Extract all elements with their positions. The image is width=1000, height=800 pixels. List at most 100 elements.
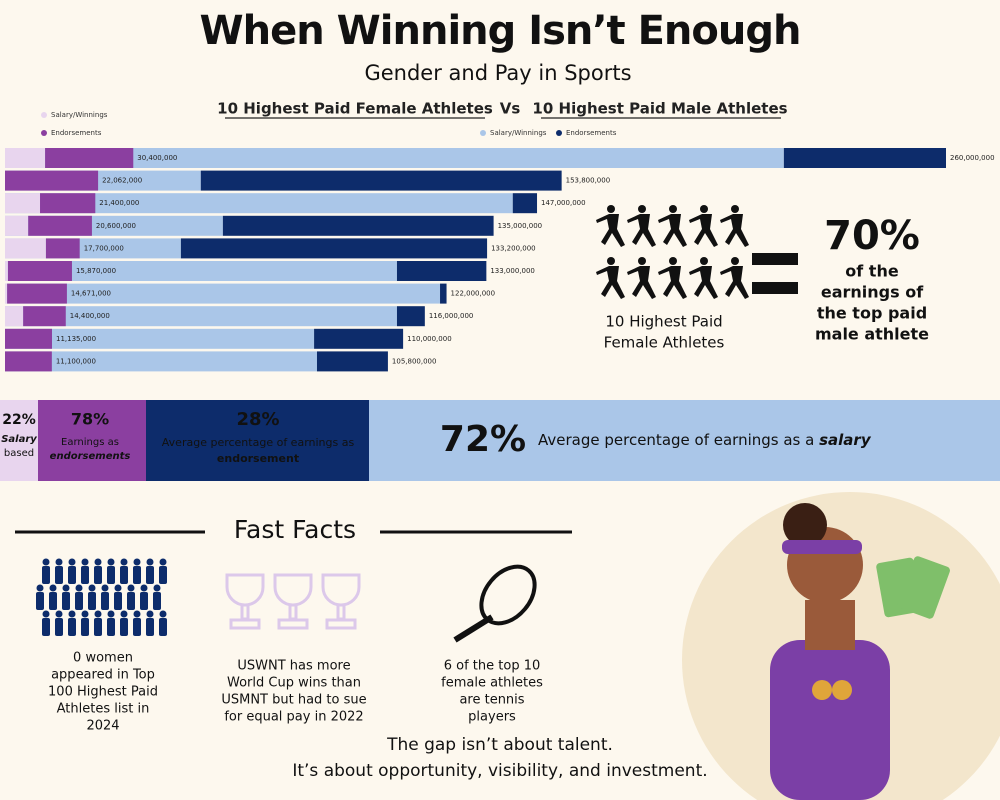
runner-body (720, 214, 749, 247)
runner-body (596, 266, 625, 299)
bar-segment (5, 148, 46, 168)
bar-segment (5, 170, 99, 191)
legend-label: Endorsements (566, 129, 617, 137)
bar-segment (5, 351, 52, 372)
racket-icon (453, 564, 537, 643)
runner-body (658, 266, 687, 299)
stat-box (0, 400, 38, 481)
bar-segment (314, 328, 404, 349)
comparison-text: the top paid (817, 304, 927, 323)
person-body (146, 566, 154, 584)
total-label: 135,000,000 (498, 222, 543, 230)
footer-line: It’s about opportunity, visibility, and … (292, 761, 707, 781)
legend-marker (556, 130, 562, 136)
bar-segment (396, 306, 425, 327)
person-head (159, 610, 167, 618)
person-head (42, 558, 50, 566)
person-body (81, 618, 89, 636)
runner-head (607, 205, 615, 213)
person-body (101, 592, 109, 610)
runner-body (658, 214, 687, 247)
total-label: 133,200,000 (491, 244, 536, 252)
comparison-text: of the (845, 262, 899, 281)
bar-segment (5, 261, 397, 281)
person-body (42, 618, 50, 636)
person-body (133, 566, 141, 584)
person-body (68, 618, 76, 636)
runner-head (669, 257, 677, 265)
person-head (101, 584, 109, 592)
stat-text-part: Average percentage of earnings as a (538, 431, 819, 449)
runner-icon (627, 205, 656, 247)
stat-text: Average percentage of earnings as (162, 436, 355, 449)
person-head (107, 558, 115, 566)
comparison-caption: 10 Highest Paid (605, 313, 722, 331)
bar-segment (5, 306, 397, 327)
total-label: 21,400,000 (99, 199, 139, 207)
fact-text: 0 women (73, 651, 133, 666)
person-body (127, 592, 135, 610)
person-body (36, 592, 44, 610)
legend-label: Endorsements (51, 129, 102, 137)
person-head (62, 584, 70, 592)
person-body (68, 566, 76, 584)
bar-segment (5, 328, 52, 349)
runner-head (731, 257, 739, 265)
stat-percent: 78% (71, 410, 109, 429)
runner-icon (689, 257, 718, 299)
runner-icon (627, 257, 656, 299)
fact-text: for equal pay in 2022 (224, 710, 363, 725)
person-head (114, 584, 122, 592)
female-heading: 10 Highest Paid Female Athletes (217, 100, 493, 118)
total-label: 11,100,000 (56, 357, 96, 365)
runner-body (627, 214, 656, 247)
runner-icon (658, 257, 687, 299)
fact-text: 6 of the top 10 (444, 659, 541, 674)
bar-segment (5, 351, 317, 372)
total-label: 260,000,000 (950, 154, 995, 162)
fast-facts: Fast Facts 0 women appeared in Top 100 Hig… (15, 515, 572, 734)
bar-segment (783, 148, 946, 168)
person-head (146, 610, 154, 618)
person-body (94, 618, 102, 636)
person-head (120, 610, 128, 618)
person-head (75, 584, 83, 592)
person-head (36, 584, 44, 592)
stat-box (38, 400, 146, 481)
total-label: 17,700,000 (84, 244, 124, 252)
fact-text: 2024 (86, 719, 119, 734)
bar-segment (45, 238, 80, 259)
legend-label: Salary/Winnings (490, 129, 547, 137)
runner-body (689, 214, 718, 247)
fact-text: 100 Highest Paid (48, 685, 158, 700)
person-head (68, 610, 76, 618)
bar-segment (396, 261, 487, 281)
person-head (49, 584, 57, 592)
bar-segment (5, 148, 784, 168)
person-body (75, 592, 83, 610)
total-label: 110,000,000 (407, 335, 452, 343)
total-label: 153,800,000 (566, 177, 611, 185)
runner-icon (596, 257, 625, 299)
bar-segment (5, 283, 441, 304)
equals-sign (752, 253, 798, 265)
person-body (120, 566, 128, 584)
runner-head (731, 205, 739, 213)
runner-head (669, 205, 677, 213)
bar-segment (40, 193, 96, 214)
bar-segment (440, 283, 447, 304)
stat-text: endorsement (217, 452, 299, 465)
total-label: 14,671,000 (71, 290, 111, 298)
stat-percent: 22% (2, 412, 36, 428)
fact-text: are tennis (459, 693, 524, 708)
person-head (81, 610, 89, 618)
runner-icon (658, 205, 687, 247)
stat-box (369, 400, 1000, 481)
person-head (81, 558, 89, 566)
person-body (107, 566, 115, 584)
comparison-text: male athlete (815, 325, 929, 344)
male-heading: 10 Highest Paid Male Athletes (532, 100, 787, 118)
person-body (55, 566, 63, 584)
athlete-illustration (682, 492, 1000, 800)
